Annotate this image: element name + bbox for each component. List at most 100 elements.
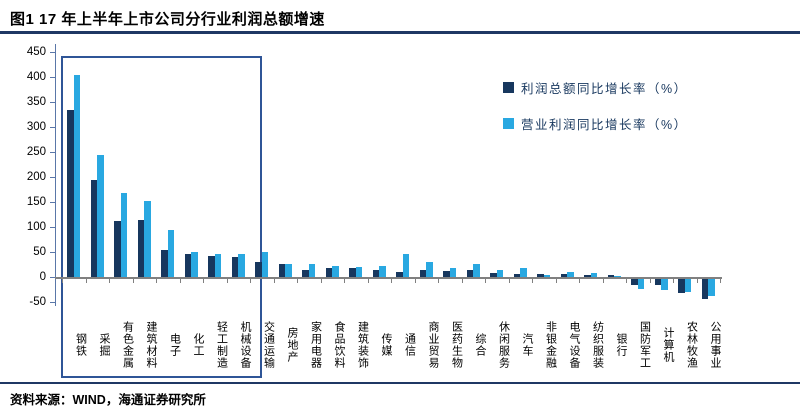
bar-operating-profit-growth xyxy=(308,263,316,277)
y-axis-tick xyxy=(50,52,55,53)
x-axis-tick xyxy=(508,279,510,283)
bar-operating-profit-growth xyxy=(355,266,363,277)
x-axis-label: 传媒 xyxy=(380,333,392,357)
bar-total-profit-growth xyxy=(184,254,192,277)
y-axis-tick-label: 150 xyxy=(26,196,46,208)
bar-total-profit-growth xyxy=(231,257,239,277)
y-axis-tick-label: 100 xyxy=(26,221,46,233)
source-note: 资料来源：WIND，海通证券研究所 xyxy=(10,393,206,407)
bar-total-profit-growth xyxy=(701,279,709,299)
x-axis-tick xyxy=(485,279,486,283)
bar-total-profit-growth xyxy=(67,109,74,277)
y-axis-tick-label: 300 xyxy=(26,121,46,133)
x-axis-label: 纺织服装 xyxy=(591,321,604,369)
x-axis-tick xyxy=(250,279,251,283)
x-axis-line xyxy=(55,277,722,279)
y-axis-line xyxy=(55,44,56,306)
bar-total-profit-growth xyxy=(114,220,121,277)
y-axis-tick-label: 350 xyxy=(26,96,46,108)
x-axis-label: 通信 xyxy=(403,333,416,357)
x-axis-tick xyxy=(579,279,580,283)
bar-total-profit-growth xyxy=(631,279,638,285)
x-axis-tick xyxy=(414,279,416,283)
y-axis-tick-label: 0 xyxy=(39,271,46,283)
bar-operating-profit-growth xyxy=(261,252,269,277)
y-axis-tick-label: 200 xyxy=(26,171,46,183)
x-axis-tick xyxy=(179,279,181,283)
bar-total-profit-growth xyxy=(654,279,662,285)
x-axis-label: 医药生物 xyxy=(450,321,463,369)
x-axis-label: 钢铁 xyxy=(74,333,87,357)
bar-operating-profit-growth xyxy=(684,279,692,292)
bar-operating-profit-growth xyxy=(637,279,645,289)
x-axis-label: 食品饮料 xyxy=(333,321,345,369)
bar-operating-profit-growth xyxy=(543,274,551,277)
x-axis-tick xyxy=(673,279,674,283)
x-axis-label: 非银金融 xyxy=(544,321,557,369)
legend-swatch-operating-profit xyxy=(503,118,514,129)
title-divider xyxy=(0,31,800,34)
legend-item: 利润总额同比增长率（%） xyxy=(503,78,688,97)
bar-total-profit-growth xyxy=(137,219,145,277)
x-axis-label: 银行 xyxy=(615,333,627,357)
x-axis-label: 机械设备 xyxy=(239,321,251,369)
x-axis-label: 有色金属 xyxy=(121,321,134,369)
x-axis-tick xyxy=(203,279,204,283)
y-axis-tick-label: 50 xyxy=(33,246,46,258)
x-axis-label: 电子 xyxy=(168,333,181,357)
y-axis-tick-label: 450 xyxy=(26,46,46,58)
bar-total-profit-growth xyxy=(513,273,521,277)
x-axis-tick xyxy=(555,279,557,283)
bar-operating-profit-growth xyxy=(590,272,598,277)
bar-total-profit-growth xyxy=(372,270,380,277)
x-axis-tick xyxy=(273,279,275,283)
x-axis-label: 休闲服务 xyxy=(497,321,510,369)
legend-label: 营业利润同比增长率（%） xyxy=(521,118,688,132)
x-axis-label: 轻工制造 xyxy=(215,321,228,369)
bar-operating-profit-growth xyxy=(426,261,433,277)
bar-operating-profit-growth xyxy=(191,252,198,277)
x-axis-tick xyxy=(109,279,110,283)
bar-operating-profit-growth xyxy=(144,201,151,277)
bar-total-profit-growth xyxy=(255,262,262,277)
bar-total-profit-growth xyxy=(584,274,591,277)
y-axis-tick xyxy=(50,252,55,253)
y-axis-tick xyxy=(50,77,55,78)
y-axis-tick xyxy=(50,202,55,203)
x-axis-label: 汽车 xyxy=(521,333,533,357)
x-axis-label: 房地产 xyxy=(286,327,298,363)
x-axis-label: 交通运输 xyxy=(262,321,275,369)
x-axis-tick xyxy=(438,279,439,283)
x-axis-tick xyxy=(391,279,392,283)
bar-operating-profit-growth xyxy=(402,254,410,277)
y-axis-tick xyxy=(50,277,55,278)
bar-total-profit-growth xyxy=(278,264,286,277)
bar-total-profit-growth xyxy=(208,255,215,277)
bar-total-profit-growth xyxy=(490,273,497,277)
x-axis-label: 商业贸易 xyxy=(427,321,439,369)
x-axis-tick xyxy=(720,279,721,283)
bar-operating-profit-growth xyxy=(285,263,292,277)
x-axis-tick xyxy=(297,279,298,283)
bar-total-profit-growth xyxy=(607,275,615,277)
y-axis-tick xyxy=(50,302,55,303)
x-axis-tick xyxy=(626,279,627,283)
bar-operating-profit-growth xyxy=(167,230,175,277)
y-axis-tick-label: 400 xyxy=(26,71,46,83)
legend-item: 营业利润同比增长率（%） xyxy=(503,114,688,133)
y-axis-tick-label: -50 xyxy=(29,296,46,308)
x-axis-label: 电气设备 xyxy=(568,321,580,369)
legend-swatch-total-profit xyxy=(503,82,514,93)
bar-operating-profit-growth xyxy=(97,154,104,277)
footer-divider xyxy=(0,382,800,384)
chart-legend: 利润总额同比增长率（%） 营业利润同比增长率（%） xyxy=(503,78,688,150)
bar-operating-profit-growth xyxy=(73,74,81,277)
bar-total-profit-growth xyxy=(443,271,450,277)
x-axis-label: 建筑材料 xyxy=(145,321,157,369)
bar-operating-profit-growth xyxy=(614,276,621,277)
bar-total-profit-growth xyxy=(560,273,568,277)
bar-total-profit-growth xyxy=(678,279,685,293)
x-axis-tick xyxy=(649,279,651,283)
y-axis-tick-label: 250 xyxy=(26,146,46,158)
